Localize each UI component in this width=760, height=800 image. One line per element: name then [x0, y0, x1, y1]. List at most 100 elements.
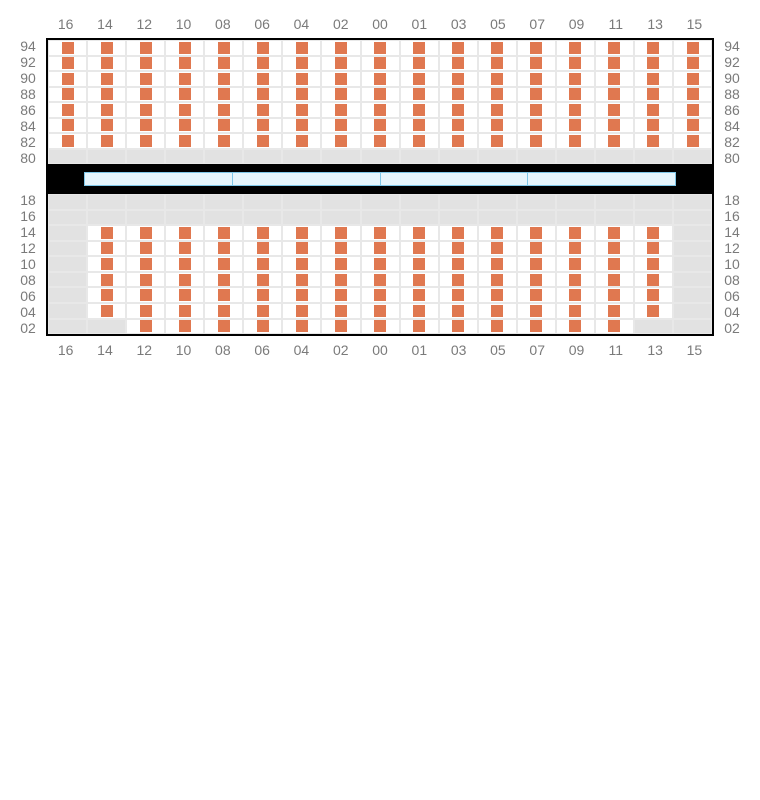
seat-cell[interactable]: [321, 102, 360, 118]
seat-cell[interactable]: [400, 87, 439, 103]
seat-cell[interactable]: [165, 241, 204, 257]
seat-cell[interactable]: [556, 102, 595, 118]
seat-cell[interactable]: [400, 102, 439, 118]
seat-cell[interactable]: [165, 303, 204, 319]
seat-cell[interactable]: [165, 256, 204, 272]
seat-cell[interactable]: [517, 133, 556, 149]
seat-cell[interactable]: [243, 303, 282, 319]
seat-cell[interactable]: [321, 56, 360, 72]
seat-cell[interactable]: [126, 133, 165, 149]
seat-cell[interactable]: [556, 133, 595, 149]
seat-cell[interactable]: [478, 40, 517, 56]
seat-cell[interactable]: [400, 272, 439, 288]
seat-cell[interactable]: [400, 319, 439, 335]
seat-cell[interactable]: [556, 225, 595, 241]
seat-cell[interactable]: [439, 241, 478, 257]
seat-cell[interactable]: [282, 287, 321, 303]
seat-cell[interactable]: [243, 272, 282, 288]
seat-cell[interactable]: [87, 71, 126, 87]
seat-cell[interactable]: [634, 71, 673, 87]
seat-cell[interactable]: [48, 87, 87, 103]
seat-cell[interactable]: [400, 118, 439, 134]
seat-cell[interactable]: [556, 56, 595, 72]
seat-cell[interactable]: [439, 102, 478, 118]
seat-cell[interactable]: [126, 256, 165, 272]
seat-cell[interactable]: [282, 133, 321, 149]
seat-cell[interactable]: [361, 287, 400, 303]
seat-cell[interactable]: [321, 287, 360, 303]
seat-cell[interactable]: [634, 225, 673, 241]
seat-cell[interactable]: [595, 256, 634, 272]
seat-cell[interactable]: [361, 225, 400, 241]
seat-cell[interactable]: [517, 225, 556, 241]
seat-cell[interactable]: [361, 303, 400, 319]
seat-cell[interactable]: [48, 133, 87, 149]
seat-cell[interactable]: [126, 241, 165, 257]
seat-cell[interactable]: [673, 133, 712, 149]
seat-cell[interactable]: [361, 319, 400, 335]
seat-cell[interactable]: [243, 71, 282, 87]
seat-cell[interactable]: [595, 102, 634, 118]
seat-cell[interactable]: [400, 133, 439, 149]
seat-cell[interactable]: [361, 102, 400, 118]
seat-cell[interactable]: [595, 118, 634, 134]
seat-cell[interactable]: [673, 102, 712, 118]
seat-cell[interactable]: [517, 71, 556, 87]
seat-cell[interactable]: [556, 40, 595, 56]
seat-cell[interactable]: [673, 40, 712, 56]
seat-cell[interactable]: [165, 287, 204, 303]
seat-cell[interactable]: [361, 56, 400, 72]
seat-cell[interactable]: [400, 40, 439, 56]
seat-cell[interactable]: [282, 303, 321, 319]
seat-cell[interactable]: [282, 319, 321, 335]
seat-cell[interactable]: [556, 118, 595, 134]
seat-cell[interactable]: [126, 319, 165, 335]
seat-cell[interactable]: [517, 102, 556, 118]
seat-cell[interactable]: [400, 303, 439, 319]
seat-cell[interactable]: [517, 87, 556, 103]
seat-cell[interactable]: [595, 319, 634, 335]
seat-cell[interactable]: [517, 287, 556, 303]
seat-cell[interactable]: [204, 133, 243, 149]
seat-cell[interactable]: [361, 133, 400, 149]
seat-cell[interactable]: [204, 256, 243, 272]
seat-cell[interactable]: [126, 287, 165, 303]
seat-cell[interactable]: [361, 71, 400, 87]
seat-cell[interactable]: [204, 71, 243, 87]
seat-cell[interactable]: [478, 225, 517, 241]
seat-cell[interactable]: [556, 71, 595, 87]
seat-cell[interactable]: [673, 71, 712, 87]
seat-cell[interactable]: [556, 272, 595, 288]
seat-cell[interactable]: [439, 303, 478, 319]
seat-cell[interactable]: [126, 225, 165, 241]
seat-cell[interactable]: [243, 118, 282, 134]
seat-cell[interactable]: [243, 56, 282, 72]
seat-cell[interactable]: [321, 118, 360, 134]
seat-cell[interactable]: [48, 71, 87, 87]
seat-cell[interactable]: [439, 87, 478, 103]
seat-cell[interactable]: [361, 256, 400, 272]
seat-cell[interactable]: [204, 87, 243, 103]
seat-cell[interactable]: [439, 287, 478, 303]
seat-cell[interactable]: [87, 133, 126, 149]
seat-cell[interactable]: [126, 118, 165, 134]
seat-cell[interactable]: [126, 71, 165, 87]
seat-cell[interactable]: [439, 225, 478, 241]
seat-cell[interactable]: [321, 256, 360, 272]
seat-cell[interactable]: [478, 133, 517, 149]
seat-cell[interactable]: [204, 118, 243, 134]
seat-cell[interactable]: [165, 56, 204, 72]
seat-cell[interactable]: [321, 225, 360, 241]
seat-cell[interactable]: [48, 118, 87, 134]
seat-cell[interactable]: [556, 303, 595, 319]
seat-cell[interactable]: [204, 303, 243, 319]
seat-cell[interactable]: [478, 87, 517, 103]
seat-cell[interactable]: [87, 102, 126, 118]
seat-cell[interactable]: [204, 272, 243, 288]
seat-cell[interactable]: [321, 319, 360, 335]
seat-cell[interactable]: [595, 272, 634, 288]
seat-cell[interactable]: [361, 40, 400, 56]
seat-cell[interactable]: [517, 319, 556, 335]
seat-cell[interactable]: [126, 40, 165, 56]
seat-cell[interactable]: [87, 40, 126, 56]
